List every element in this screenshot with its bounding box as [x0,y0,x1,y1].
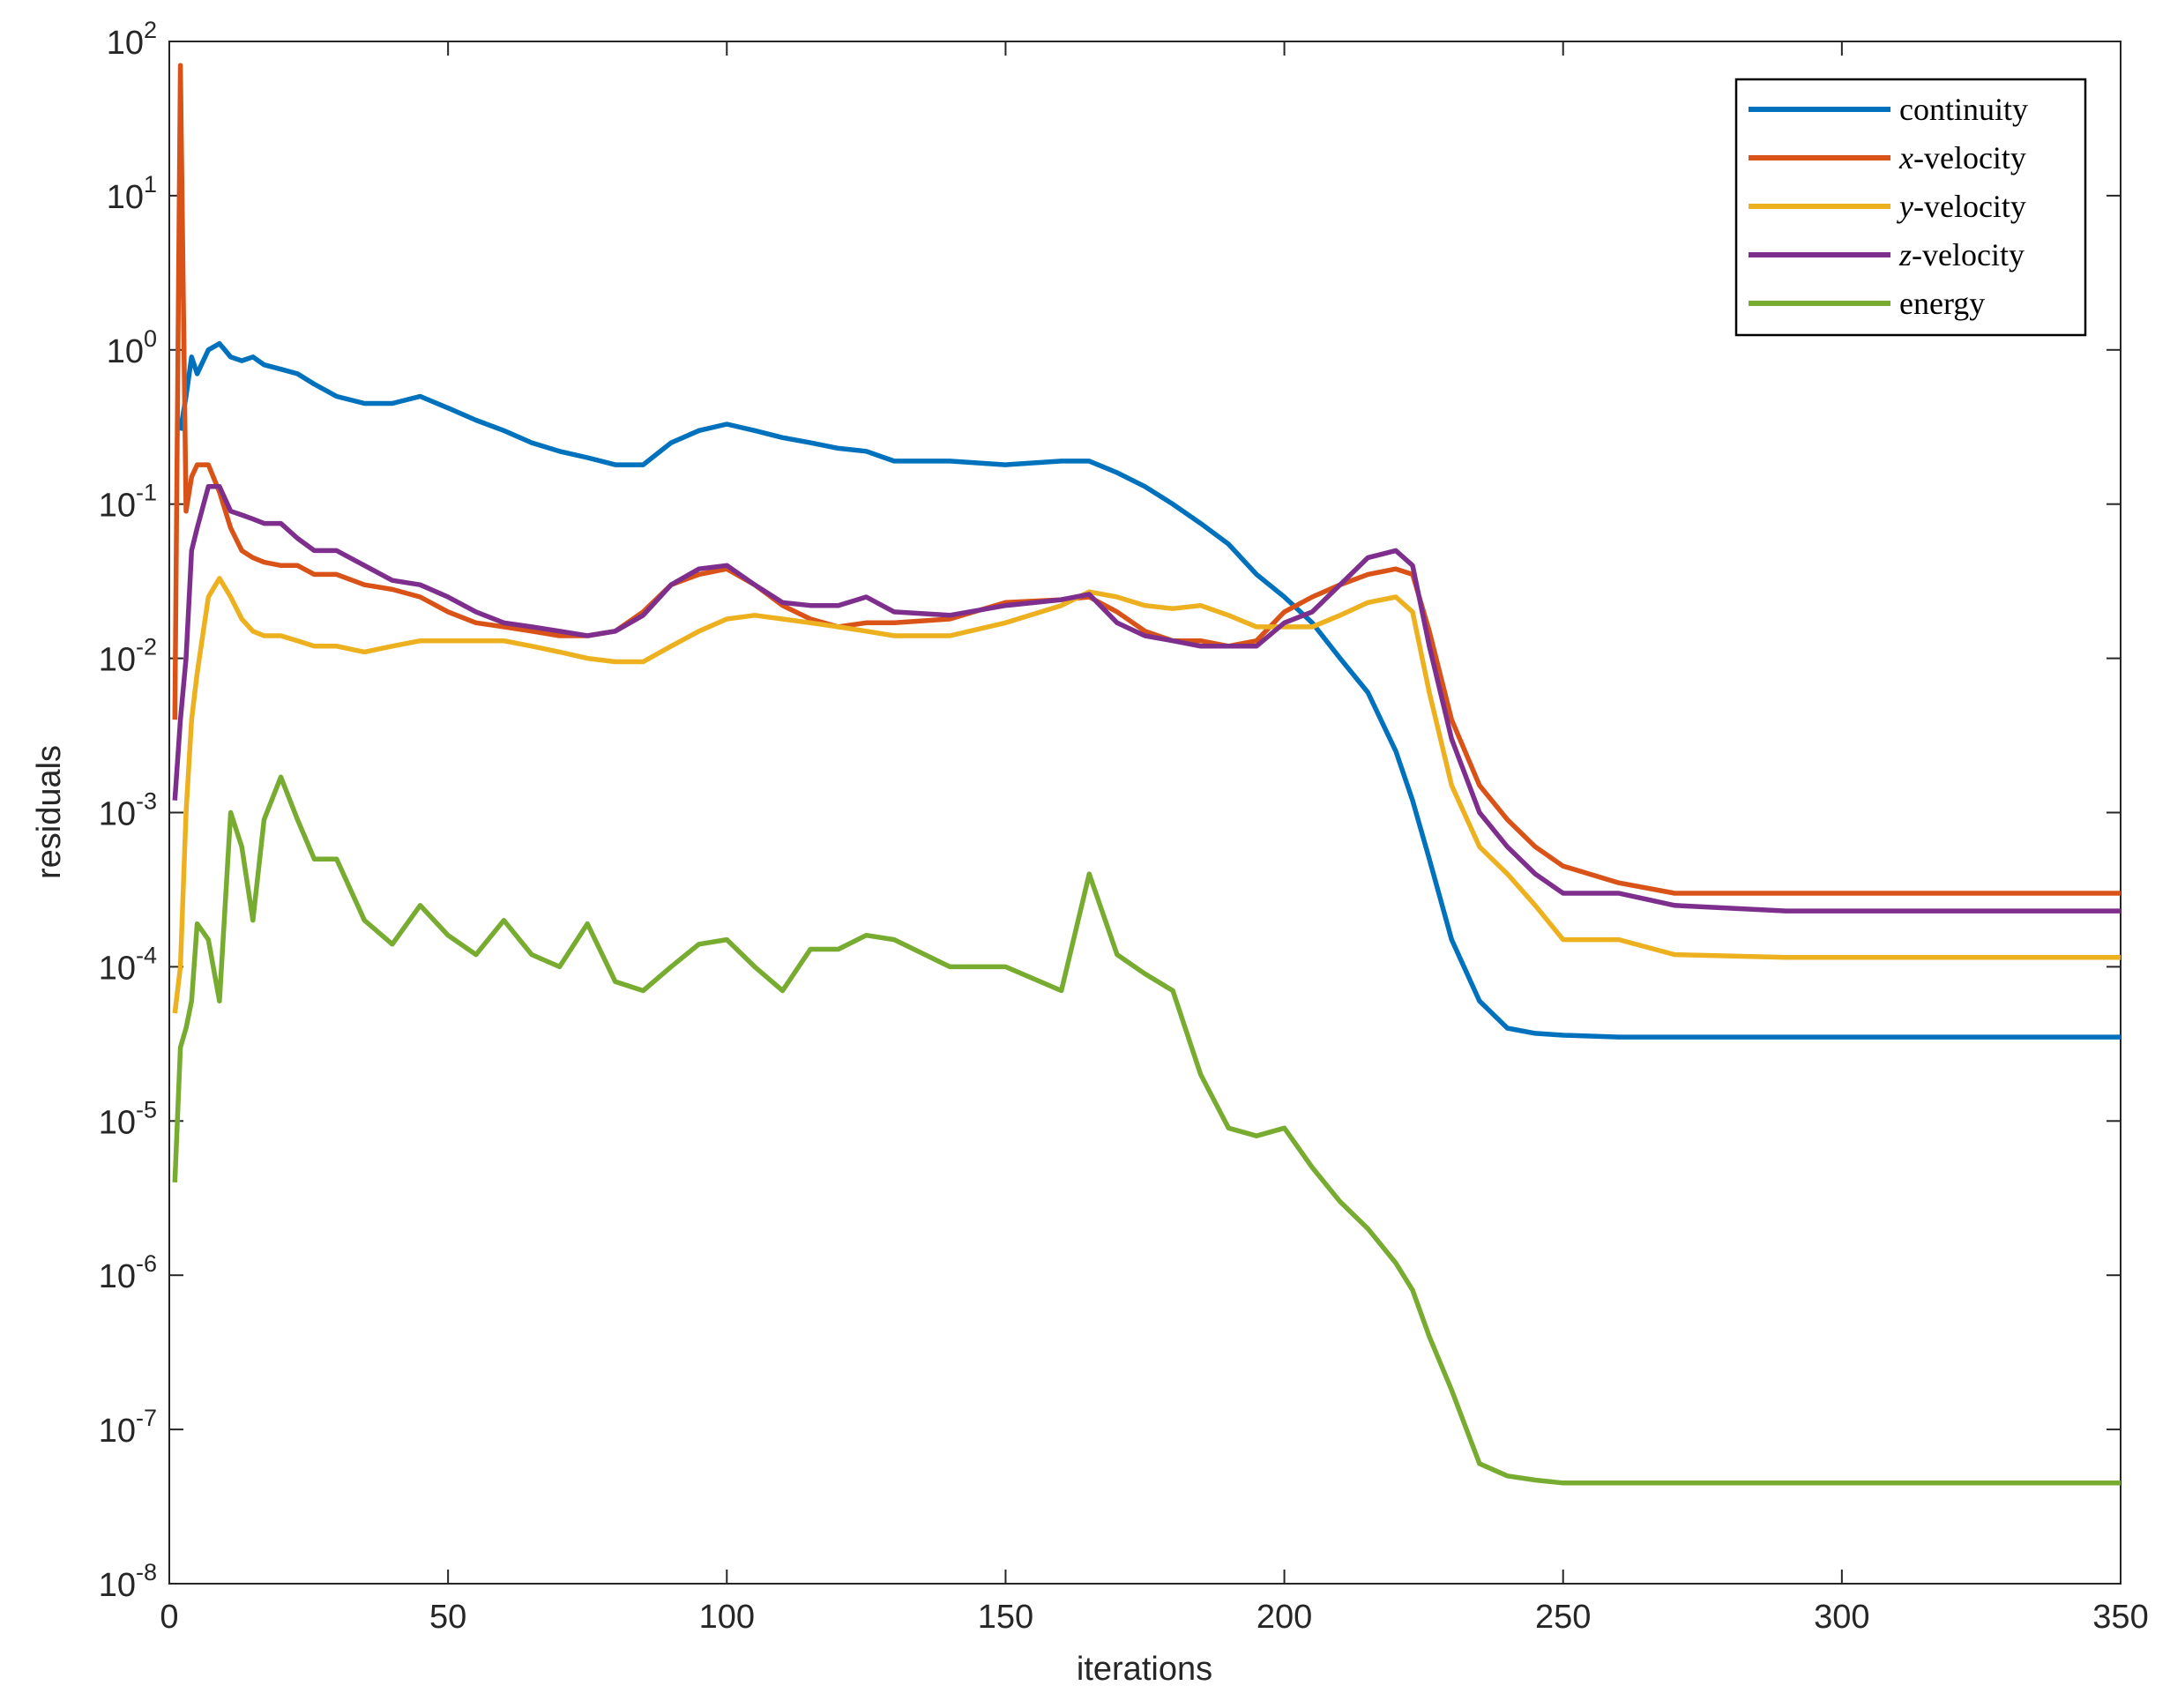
series-line [172,774,2121,1486]
y-tick-label: 102 [107,17,157,62]
x-axis-label: iterations [1077,1651,1212,1688]
x-tick-label: 50 [429,1599,466,1636]
legend-label: z-velocity [1898,237,2025,272]
series-line [177,340,2121,1040]
y-tick-label: 10-4 [99,942,157,987]
y-tick-label: 10-6 [99,1250,157,1295]
x-tick-label: 100 [699,1599,755,1636]
y-tick-label: 10-5 [99,1096,157,1141]
legend-label: x-velocity [1898,140,2026,175]
legend-label: energy [1899,286,1985,321]
y-tick-label: 10-7 [99,1405,157,1450]
x-tick-label: 300 [1814,1599,1869,1636]
legend-label: y-velocity [1897,189,2026,224]
y-tick-label: 10-1 [99,480,157,525]
legend-label: continuity [1899,92,2028,127]
y-axis-label: residuals [31,745,68,879]
series-line [172,63,2121,896]
plot-area [172,63,2121,1486]
series-line [172,484,2121,914]
y-tick-label: 101 [107,171,157,216]
x-tick-label: 200 [1257,1599,1312,1636]
plot-frame [168,41,2122,1585]
y-tick-label: 10-3 [99,788,157,833]
x-tick-label: 0 [160,1599,178,1636]
y-tick-label: 10-8 [99,1559,157,1604]
y-tick-label: 100 [107,325,157,370]
x-tick-label: 350 [2092,1599,2148,1636]
y-tick-label: 10-2 [99,634,157,679]
series-line [172,576,2121,1014]
x-tick-label: 250 [1535,1599,1591,1636]
x-tick-label: 150 [978,1599,1033,1636]
